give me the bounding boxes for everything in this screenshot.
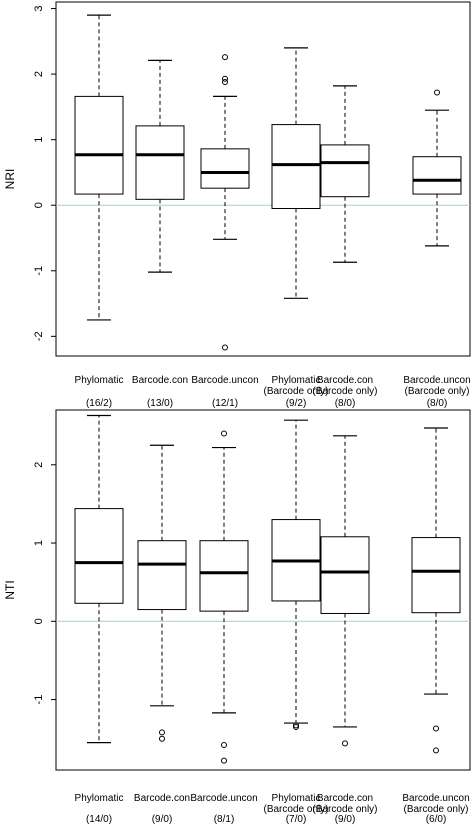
category-label: Phylomatic bbox=[272, 793, 321, 804]
iqr-box bbox=[200, 148, 250, 189]
y-tick-label: -2 bbox=[33, 331, 45, 341]
outlier-point bbox=[342, 740, 348, 747]
category-label: Barcode.uncon bbox=[403, 375, 470, 386]
category-sublabel: (Barcode only) bbox=[312, 386, 377, 397]
y-tick-label: 1 bbox=[33, 540, 45, 546]
iqr-box bbox=[412, 156, 462, 195]
y-tick-label: -1 bbox=[33, 266, 45, 276]
outlier-point bbox=[222, 78, 228, 85]
nti-panel: -1 0 1 2 NTI Phylomatic (14/0) Barcode.con (9/0)… bbox=[3, 409, 471, 824]
category-count-label: (8/1) bbox=[214, 814, 235, 824]
category-label: Phylomatic bbox=[272, 375, 321, 386]
y-tick-label: 3 bbox=[33, 5, 45, 11]
category-sublabel: (Barcode only) bbox=[403, 804, 468, 815]
y-tick-label: 2 bbox=[33, 71, 45, 77]
outlier-point bbox=[221, 741, 227, 748]
iqr-box bbox=[74, 95, 124, 195]
category-count-label: (6/0) bbox=[426, 814, 447, 824]
outlier-point bbox=[221, 757, 227, 764]
boxplot-3 bbox=[200, 54, 250, 351]
category-count-label: (16/2) bbox=[86, 398, 112, 409]
outlier-point bbox=[159, 735, 165, 742]
category-count-label: (8/0) bbox=[427, 398, 448, 409]
y-tick-label: 2 bbox=[33, 462, 45, 468]
iqr-box bbox=[199, 540, 249, 612]
plot-frame bbox=[55, 1, 471, 357]
iqr-box bbox=[411, 537, 461, 614]
boxplot-4 bbox=[271, 47, 321, 299]
boxplot-6 bbox=[411, 427, 461, 754]
outlier-point bbox=[433, 747, 439, 754]
category-count-label: (9/0) bbox=[335, 814, 356, 824]
category-count-label: (7/0) bbox=[286, 814, 307, 824]
outlier-point bbox=[433, 725, 439, 732]
boxplot-3 bbox=[199, 430, 249, 764]
category-label: Barcode.uncon bbox=[191, 375, 258, 386]
category-label: Barcode.uncon bbox=[402, 793, 469, 804]
iqr-box bbox=[74, 508, 124, 604]
outlier-point bbox=[222, 75, 228, 82]
iqr-box bbox=[320, 144, 370, 198]
category-sublabel: (Barcode only) bbox=[263, 386, 328, 397]
category-count-label: (9/2) bbox=[286, 398, 307, 409]
nri-panel: -2 -1 0 1 2 3 NRI Phylomatic (16/2) Barcode.con (1… bbox=[3, 1, 471, 409]
category-count-label: (8/0) bbox=[335, 398, 356, 409]
category-sublabel: (Barcode only) bbox=[404, 386, 469, 397]
boxplot-2 bbox=[135, 59, 185, 273]
outlier-point bbox=[293, 723, 299, 730]
iqr-box bbox=[320, 536, 370, 614]
boxplot-2 bbox=[137, 444, 187, 742]
boxplot-6 bbox=[412, 89, 462, 247]
boxplot-5 bbox=[320, 435, 370, 747]
plot-frame bbox=[55, 409, 471, 771]
y-axis-label: NRI bbox=[3, 169, 17, 190]
category-label: Phylomatic bbox=[75, 793, 124, 804]
iqr-box bbox=[271, 124, 321, 209]
outlier-point bbox=[434, 89, 440, 96]
outlier-point bbox=[222, 54, 228, 61]
y-tick-label: 1 bbox=[33, 137, 45, 143]
category-label: Barcode.con bbox=[134, 793, 190, 804]
category-count-label: (13/0) bbox=[147, 398, 173, 409]
outlier-point bbox=[159, 729, 165, 736]
category-label: Barcode.con bbox=[317, 375, 373, 386]
boxplot-4 bbox=[271, 419, 321, 730]
outlier-point bbox=[221, 430, 227, 437]
category-sublabel: (Barcode only) bbox=[312, 804, 377, 815]
category-label: Barcode.con bbox=[317, 793, 373, 804]
category-count-label: (14/0) bbox=[86, 814, 112, 824]
category-label: Barcode.uncon bbox=[190, 793, 257, 804]
boxplot-1 bbox=[74, 14, 124, 321]
category-label: Barcode.con bbox=[132, 375, 188, 386]
y-tick-label: 0 bbox=[33, 202, 45, 208]
outlier-point bbox=[222, 344, 228, 351]
y-tick-label: 0 bbox=[33, 618, 45, 624]
boxplot-5 bbox=[320, 85, 370, 263]
category-count-label: (12/1) bbox=[212, 398, 238, 409]
iqr-box bbox=[135, 125, 185, 200]
category-count-label: (9/0) bbox=[152, 814, 173, 824]
iqr-box bbox=[137, 540, 187, 611]
boxplot-1 bbox=[74, 414, 124, 744]
category-sublabel: (Barcode only) bbox=[263, 804, 328, 815]
y-tick-label: -1 bbox=[33, 695, 45, 705]
category-label: Phylomatic bbox=[75, 375, 124, 386]
y-axis-label: NTI bbox=[3, 580, 17, 599]
